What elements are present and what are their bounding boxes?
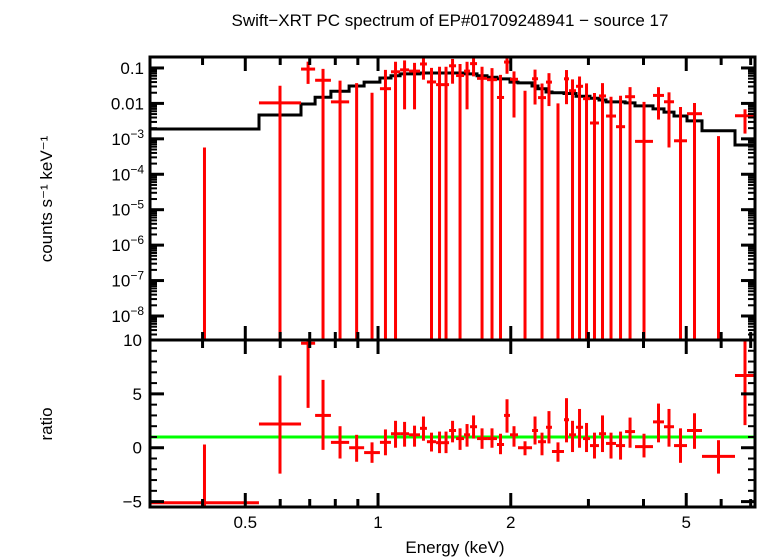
tick-label-part: 0.01 xyxy=(111,94,144,113)
tick-label-part: 0.1 xyxy=(120,59,144,78)
ratio-y-axis-label: ratio xyxy=(37,407,56,440)
ratio-y-tick-label: −5 xyxy=(123,493,142,512)
spectrum-y-tick-label: 10−5 xyxy=(111,198,144,220)
spectrum-y-tick-label: 10−6 xyxy=(111,233,144,255)
tick-label-part: 10 xyxy=(111,165,130,184)
tick-label-part: −8 xyxy=(130,304,144,318)
tick-label-part: −4 xyxy=(130,162,144,176)
ratio-panel-frame xyxy=(148,338,757,509)
chart-title: Swift−XRT PC spectrum of EP#01709248941 … xyxy=(232,11,669,30)
x-tick-label: 2 xyxy=(506,513,515,532)
spectrum-y-tick-label: 10−4 xyxy=(111,162,144,184)
tick-label-part: −6 xyxy=(130,233,144,247)
x-axis-label: Energy (keV) xyxy=(405,538,504,557)
tick-label-part: −3 xyxy=(130,127,144,141)
x-tick-label: 0.5 xyxy=(233,513,257,532)
tick-label-part: −7 xyxy=(130,269,144,283)
ratio-y-tick-label: 0 xyxy=(133,439,142,458)
x-tick-label: 5 xyxy=(682,513,691,532)
spectrum-y-tick-label: 10−7 xyxy=(111,269,144,291)
ratio-y-tick-label: 5 xyxy=(133,385,142,404)
spectrum-panel-frame xyxy=(148,55,757,342)
spectrum-y-tick-label: 0.1 xyxy=(120,59,144,78)
spectrum-y-tick-label: 0.01 xyxy=(111,94,144,113)
spectrum-y-tick-label: 10−8 xyxy=(111,304,144,326)
x-tick-label: 1 xyxy=(373,513,382,532)
ratio-y-tick-label: 10 xyxy=(123,331,142,350)
tick-label-part: 10 xyxy=(111,272,130,291)
tick-label-part: 10 xyxy=(111,130,130,149)
spectrum-y-tick-label: 10−3 xyxy=(111,127,144,149)
tick-label-part: −5 xyxy=(130,198,144,212)
model-step-line xyxy=(150,71,755,147)
tick-label-part: 10 xyxy=(111,307,130,326)
spectrum-y-axis-label: counts s⁻¹ keV⁻¹ xyxy=(37,135,56,262)
tick-label-part: 10 xyxy=(111,201,130,220)
tick-label-part: 10 xyxy=(111,236,130,255)
